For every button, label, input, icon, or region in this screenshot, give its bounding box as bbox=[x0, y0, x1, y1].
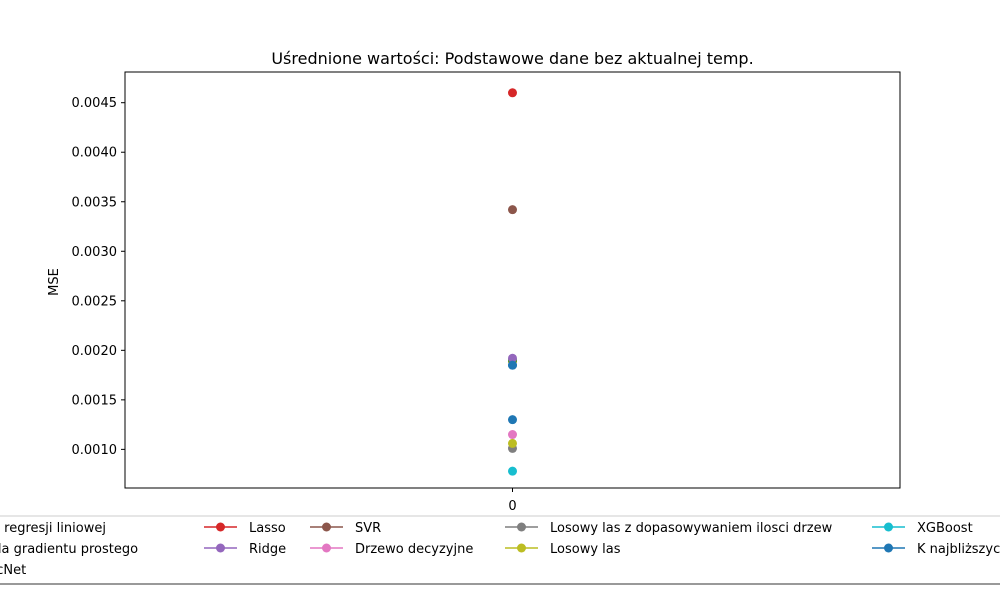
legend-label: ElasticNet bbox=[0, 563, 26, 578]
legend-label: XGBoost bbox=[917, 521, 973, 536]
legend-marker bbox=[884, 543, 893, 553]
legend-marker bbox=[884, 522, 893, 532]
y-tick-label: 0.0040 bbox=[72, 146, 118, 161]
y-axis-label: MSE bbox=[47, 268, 62, 296]
y-tick-label: 0.0010 bbox=[72, 443, 118, 458]
legend-label: Drzewo decyzyjne bbox=[355, 542, 473, 557]
data-point bbox=[508, 438, 517, 448]
legend-label: Losowy las bbox=[550, 542, 621, 557]
data-point bbox=[508, 88, 517, 98]
legend-marker bbox=[322, 543, 331, 553]
data-point bbox=[508, 466, 517, 476]
legend-label: Metoda gradientu prostego bbox=[0, 542, 138, 557]
x-tick-label: 0 bbox=[508, 499, 516, 514]
y-tick-label: 0.0025 bbox=[72, 294, 118, 309]
legend-marker bbox=[216, 522, 225, 532]
y-tick-label: 0.0045 bbox=[72, 96, 118, 111]
legend-marker bbox=[322, 522, 331, 532]
legend-label: Lasso bbox=[249, 521, 286, 536]
data-point bbox=[508, 360, 517, 370]
data-point bbox=[508, 353, 517, 363]
data-point bbox=[508, 430, 517, 440]
y-tick-label: 0.0030 bbox=[72, 245, 118, 260]
legend-marker bbox=[517, 522, 526, 532]
chart-title: Uśrednione wartości: Podstawowe dane bez… bbox=[271, 49, 753, 68]
legend-marker bbox=[216, 543, 225, 553]
legend: Model regresji liniowej Metoda gradientu … bbox=[0, 515, 1000, 585]
y-tick-label: 0.0035 bbox=[72, 195, 118, 210]
legend-marker bbox=[517, 543, 526, 553]
legend-label: K najbliższych sąsiadów bbox=[917, 542, 1000, 557]
legend-label: Model regresji liniowej bbox=[0, 521, 106, 536]
data-point bbox=[508, 205, 517, 215]
legend-label: SVR bbox=[355, 521, 381, 536]
data-point bbox=[508, 415, 517, 425]
y-tick-label: 0.0020 bbox=[72, 344, 118, 359]
y-tick-label: 0.0015 bbox=[72, 393, 118, 408]
plot-area: 0.0010 0.0015 0.0020 0.0025 0.0030 0.0035 0.00… bbox=[72, 71, 901, 514]
legend-label: Losowy las z dopasowywaniem ilosci drzew bbox=[550, 521, 833, 536]
legend-label: Ridge bbox=[249, 542, 286, 557]
